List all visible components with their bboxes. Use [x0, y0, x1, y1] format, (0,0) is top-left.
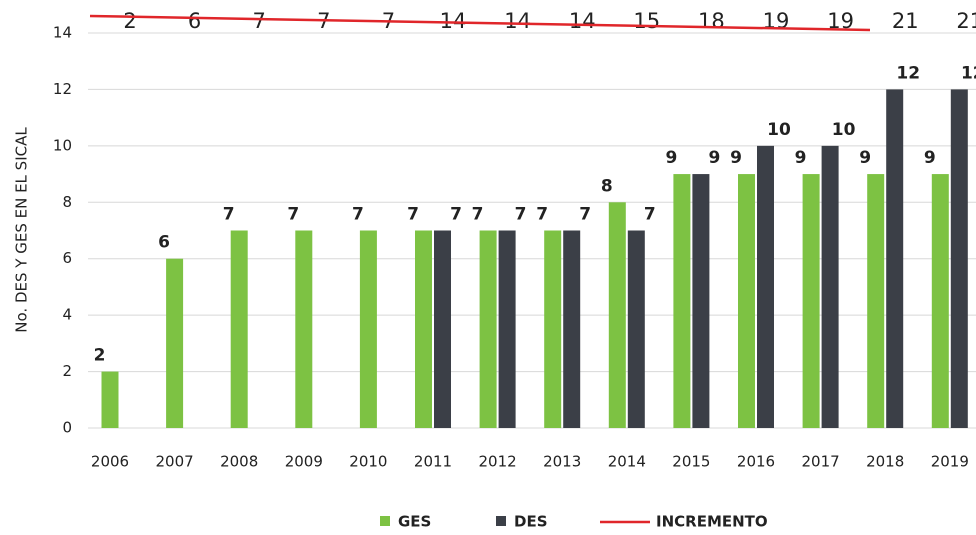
bar-ges — [608, 202, 626, 428]
x-tick-label: 2009 — [285, 453, 323, 471]
bar-label: 9 — [708, 148, 720, 168]
x-tick-label: 2012 — [479, 453, 517, 471]
legend-label: GES — [398, 513, 431, 531]
x-tick-label: 2011 — [414, 453, 452, 471]
bar-ges — [867, 174, 885, 428]
bar-ges — [101, 371, 119, 428]
y-tick-label: 6 — [62, 249, 72, 267]
x-tick-label: 2013 — [543, 453, 581, 471]
bar-ges — [166, 258, 184, 428]
bar-label: 9 — [665, 148, 677, 168]
x-tick-label: 2018 — [866, 453, 904, 471]
x-tick-label: 2007 — [156, 453, 194, 471]
y-tick-label: 14 — [53, 24, 72, 42]
y-tick-label: 10 — [53, 136, 72, 154]
increment-label: 21 — [956, 9, 976, 33]
bar-ges — [479, 230, 497, 428]
legend-swatch — [380, 516, 390, 526]
bar-des — [434, 230, 451, 428]
bar-ges — [415, 230, 432, 428]
bar-label: 7 — [472, 205, 484, 225]
bar-ges — [544, 230, 562, 428]
bar-des — [498, 230, 516, 428]
increment-label: 6 — [188, 9, 201, 33]
increment-label: 14 — [440, 9, 467, 33]
bar-label: 7 — [407, 205, 419, 225]
increment-label: 14 — [569, 9, 596, 33]
bar-label: 7 — [223, 205, 235, 225]
bar-label: 7 — [515, 205, 527, 225]
x-tick-label: 2010 — [349, 453, 387, 471]
increment-line — [89, 14, 871, 32]
x-tick-label: 2014 — [608, 453, 646, 471]
increment-label: 15 — [633, 9, 660, 33]
bar-label: 7 — [644, 205, 656, 225]
bar-ges — [673, 174, 691, 428]
legend-label: INCREMENTO — [656, 513, 768, 531]
x-tick-label: 2019 — [931, 453, 969, 471]
increment-label: 18 — [698, 9, 725, 33]
bar-label: 12 — [961, 63, 976, 83]
bar-label: 7 — [536, 205, 548, 225]
legend-label: DES — [514, 513, 548, 531]
y-tick-label: 2 — [62, 362, 72, 380]
increment-label: 2 — [123, 9, 136, 33]
y-axis-label: No. DES Y GES EN EL SICAL — [13, 127, 31, 333]
bar-label: 7 — [450, 205, 462, 225]
bar-label: 7 — [579, 205, 591, 225]
x-tick-label: 2008 — [220, 453, 258, 471]
bar-label: 8 — [601, 176, 613, 196]
y-tick-label: 8 — [62, 193, 72, 211]
y-tick-label: 4 — [62, 306, 72, 324]
x-tick-label: 2017 — [802, 453, 840, 471]
bar-label: 7 — [287, 205, 299, 225]
bar-label: 10 — [832, 120, 856, 140]
bar-des — [757, 145, 774, 428]
bar-ges — [738, 174, 755, 428]
increment-label: 14 — [504, 9, 531, 33]
bar-label: 9 — [859, 148, 871, 168]
bar-des — [821, 145, 839, 428]
bar-ges — [359, 230, 377, 428]
legend-swatch — [496, 516, 506, 526]
bar-label: 9 — [924, 148, 936, 168]
bar-ges — [802, 174, 820, 428]
bar-des — [563, 230, 581, 428]
bar-label: 9 — [795, 148, 807, 168]
bar-des — [627, 230, 645, 428]
x-tick-label: 2006 — [91, 453, 129, 471]
bar-label: 2 — [94, 346, 106, 366]
bar-label: 6 — [158, 233, 170, 253]
bar-des — [692, 174, 710, 428]
increment-label: 21 — [892, 9, 919, 33]
bar-label: 9 — [730, 148, 742, 168]
bar-ges — [295, 230, 313, 428]
y-tick-label: 0 — [62, 419, 72, 437]
x-tick-label: 2016 — [737, 453, 775, 471]
bar-label: 7 — [352, 205, 364, 225]
increment-label: 7 — [253, 9, 266, 33]
bar-des — [886, 89, 904, 428]
bar-des — [950, 89, 968, 428]
bar-label: 10 — [767, 120, 791, 140]
bar-label: 12 — [896, 63, 920, 83]
x-tick-label: 2015 — [672, 453, 710, 471]
bar-ges — [931, 174, 949, 428]
y-tick-label: 12 — [53, 80, 72, 98]
bar-ges — [230, 230, 248, 428]
